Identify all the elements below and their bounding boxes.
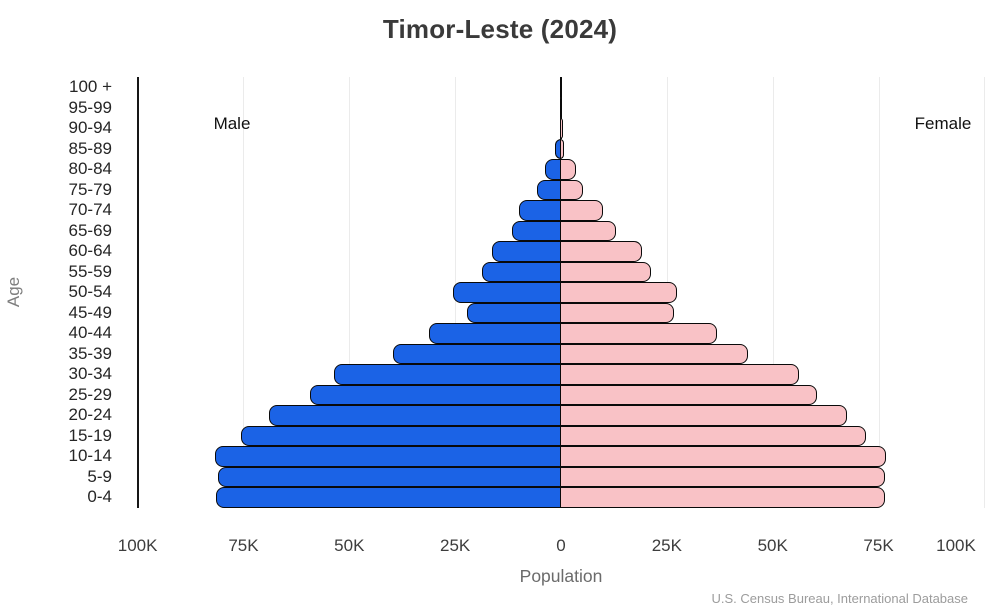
age-tick-label: 20-24 [68, 405, 112, 425]
female-bar [559, 302, 675, 323]
male-bar [428, 323, 561, 344]
female-bar [559, 466, 885, 487]
age-tick-label: 70-74 [68, 200, 112, 220]
x-tick-label: 50K [334, 536, 365, 555]
female-bar [559, 200, 604, 221]
x-tick-label: 0 [556, 536, 566, 555]
age-tick-label: 80-84 [68, 159, 112, 179]
gridline [772, 77, 774, 508]
female-bar [559, 425, 866, 446]
female-bar [559, 118, 563, 139]
female-bar [559, 446, 886, 467]
age-tick-label: 30-34 [68, 364, 112, 384]
age-tick-label: 50-54 [68, 282, 112, 302]
gridline [349, 77, 351, 508]
male-bar [537, 179, 561, 200]
male-bar [310, 384, 561, 405]
age-tick-label: 90-94 [68, 118, 112, 138]
x-tick-label: 75K [228, 536, 259, 555]
male-bar [217, 466, 561, 487]
age-tick-label: 15-19 [68, 425, 112, 445]
age-tick-label: 55-59 [68, 261, 112, 281]
source-caption: U.S. Census Bureau, International Databa… [711, 591, 968, 606]
x-tick-label: 75K [863, 536, 894, 555]
female-bar [559, 220, 617, 241]
female-bar [559, 405, 847, 426]
male-bar [215, 487, 561, 508]
male-bar [544, 159, 561, 180]
age-tick-label: 40-44 [68, 323, 112, 343]
female-bar [559, 241, 642, 262]
x-tick-label: 100K [117, 536, 158, 555]
female-bar [559, 364, 799, 385]
male-annotation: Male [213, 114, 251, 133]
female-bar [559, 282, 677, 303]
male-bar [518, 200, 561, 221]
age-tick-label: 75-79 [68, 179, 112, 199]
age-tick-label: 95-99 [68, 97, 112, 117]
male-bar [453, 282, 561, 303]
age-tick-label: 60-64 [68, 241, 112, 261]
female-annotation: Female [914, 114, 972, 133]
male-bar [482, 261, 561, 282]
gridline [878, 77, 880, 508]
gridline [984, 77, 986, 508]
x-tick-label: 25K [440, 536, 471, 555]
male-bar [334, 364, 561, 385]
age-tick-label: 25-29 [68, 384, 112, 404]
age-axis-label: Age [4, 276, 23, 308]
chart-title: Timor-Leste (2024) [382, 14, 618, 44]
age-tick-label: 85-89 [68, 138, 112, 158]
x-tick-label: 25K [651, 536, 682, 555]
female-bar [559, 97, 562, 118]
male-bar [268, 405, 561, 426]
age-tick-label: 0-4 [87, 487, 112, 507]
age-tick-label: 10-14 [68, 446, 112, 466]
male-bar [241, 425, 561, 446]
female-bar [559, 77, 562, 98]
female-bar [559, 487, 885, 508]
male-bar [512, 220, 561, 241]
gridline [243, 77, 245, 508]
x-tick-label: 100K [936, 536, 976, 555]
x-tick-label: 50K [757, 536, 788, 555]
female-bar [559, 384, 817, 405]
male-bar [215, 446, 561, 467]
female-bar [559, 323, 718, 344]
population-axis-label: Population [519, 566, 603, 586]
female-bar [559, 159, 576, 180]
female-bar [559, 179, 584, 200]
age-tick-label: 35-39 [68, 343, 112, 363]
female-bar [559, 261, 652, 282]
y-axis-spine [136, 77, 139, 508]
male-bar [466, 302, 561, 323]
female-bar [559, 343, 749, 364]
age-tick-label: 65-69 [68, 220, 112, 240]
age-tick-label: 45-49 [68, 302, 112, 322]
age-tick-label: 100 + [68, 77, 112, 97]
male-bar [492, 241, 561, 262]
male-bar [393, 343, 561, 364]
female-bar [559, 138, 564, 159]
age-tick-label: 5-9 [87, 466, 112, 486]
